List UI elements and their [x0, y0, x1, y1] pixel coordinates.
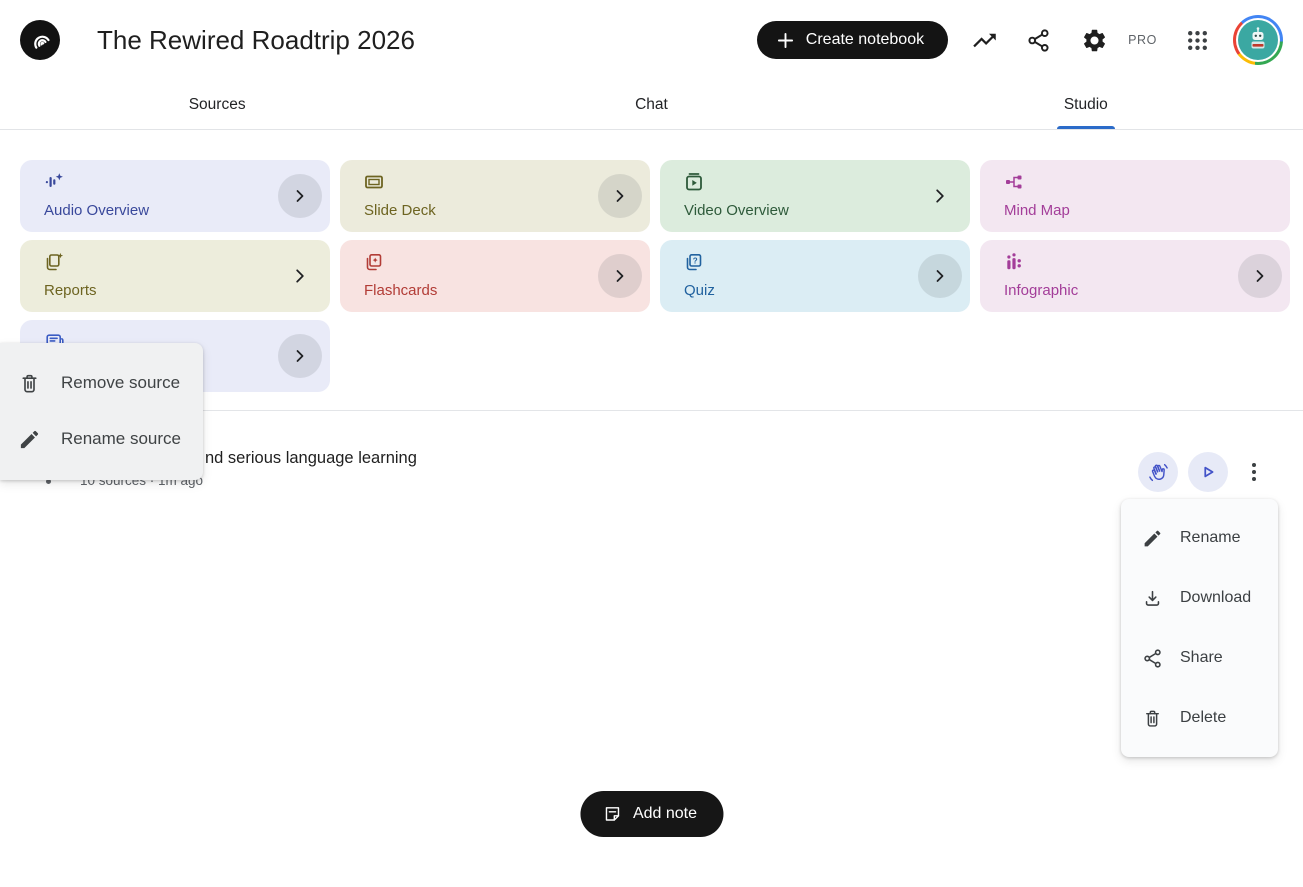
chevron-right-button[interactable] [278, 174, 322, 218]
settings-gear-icon [1081, 27, 1108, 54]
trash-icon [1142, 708, 1163, 729]
active-tab-underline [1056, 126, 1115, 129]
card-label: Slide Deck [364, 202, 436, 219]
card-label: Audio Overview [44, 202, 150, 219]
quiz-icon: ? [684, 252, 970, 272]
robot-avatar-image [1238, 20, 1278, 60]
card-slide-deck[interactable]: Slide Deck [340, 160, 650, 232]
studio-card-grid: Audio Overview Slide Deck [20, 160, 1290, 392]
slide-deck-icon [364, 172, 650, 192]
menu-item-remove-source[interactable]: Remove source [0, 355, 203, 411]
notebook-title[interactable]: The Rewired Roadtrip 2026 [97, 24, 415, 55]
audio-waveform-icon [44, 172, 330, 192]
trending-up-icon [971, 27, 998, 54]
apps-grid-icon [1185, 28, 1210, 53]
account-avatar[interactable] [1233, 15, 1283, 65]
chevron-right-button[interactable] [918, 254, 962, 298]
card-audio-overview[interactable]: Audio Overview [20, 160, 330, 232]
share-icon [1142, 648, 1163, 669]
share-icon [1026, 28, 1051, 53]
pencil-icon [1142, 528, 1163, 549]
output-item-title[interactable]: nd serious language learning [205, 449, 417, 467]
infographic-icon [1004, 252, 1290, 272]
panel-tabs: Sources Chat Studio [0, 80, 1303, 130]
tab-studio[interactable]: Studio [869, 80, 1303, 129]
create-notebook-button[interactable]: Create notebook [756, 21, 949, 59]
chevron-right-button[interactable] [290, 266, 310, 286]
chevron-right-button[interactable] [1238, 254, 1282, 298]
tab-studio-label: Studio [1063, 95, 1108, 113]
flashcards-icon [364, 252, 650, 272]
avatar-ring [1236, 18, 1280, 62]
card-label: Reports [44, 282, 97, 299]
section-divider [0, 410, 1303, 411]
interactive-mode-button[interactable] [1138, 452, 1178, 492]
card-label: Quiz [684, 282, 715, 299]
menu-item-label: Remove source [61, 373, 181, 392]
card-quiz[interactable]: ? Quiz [660, 240, 970, 312]
waving-hand-icon [1147, 461, 1170, 484]
more-options-button[interactable] [1234, 452, 1274, 492]
notebooklm-logo[interactable] [20, 20, 60, 60]
card-label: Mind Map [1004, 202, 1070, 219]
card-label: Video Overview [684, 202, 789, 219]
menu-item-share[interactable]: Share [1121, 628, 1278, 688]
card-mind-map[interactable]: Mind Map [980, 160, 1290, 232]
trash-icon [18, 372, 41, 395]
tab-chat[interactable]: Chat [434, 80, 868, 129]
more-vert-icon [1244, 460, 1264, 484]
header: The Rewired Roadtrip 2026 Create noteboo… [0, 0, 1303, 80]
chevron-right-button[interactable] [278, 334, 322, 378]
play-icon [1197, 461, 1219, 483]
analytics-button[interactable] [964, 20, 1004, 60]
card-infographic[interactable]: Infographic [980, 240, 1290, 312]
menu-item-rename[interactable]: Rename [1121, 508, 1278, 568]
mind-map-icon [1004, 172, 1290, 192]
create-notebook-label: Create notebook [805, 31, 925, 48]
video-overview-icon [684, 172, 970, 192]
pro-badge: PRO [1128, 33, 1157, 47]
card-video-overview[interactable]: Video Overview [660, 160, 970, 232]
tab-chat-label: Chat [635, 95, 668, 113]
menu-item-label: Rename source [61, 429, 182, 448]
share-button[interactable] [1018, 20, 1058, 60]
play-audio-button[interactable] [1188, 452, 1228, 492]
settings-button[interactable] [1074, 20, 1114, 60]
apps-grid-button[interactable] [1177, 20, 1217, 60]
download-icon [1142, 588, 1163, 609]
tab-sources-label: Sources [188, 95, 246, 113]
chevron-right-button[interactable] [598, 174, 642, 218]
chevron-right-button[interactable] [930, 186, 950, 206]
add-note-label: Add note [632, 805, 698, 822]
tab-sources[interactable]: Sources [0, 80, 434, 129]
menu-item-label: Download [1180, 589, 1252, 606]
chevron-right-button[interactable] [598, 254, 642, 298]
menu-item-download[interactable]: Download [1121, 568, 1278, 628]
menu-item-label: Delete [1180, 709, 1227, 726]
notebooklm-arcs-icon [27, 27, 53, 53]
card-flashcards[interactable]: Flashcards [340, 240, 650, 312]
plus-icon [777, 32, 794, 49]
menu-item-label: Share [1180, 649, 1223, 666]
menu-item-delete[interactable]: Delete [1121, 688, 1278, 748]
card-label: Flashcards [364, 282, 438, 299]
output-item-bullet [46, 479, 51, 484]
menu-item-label: Rename [1180, 529, 1241, 546]
reports-icon [44, 252, 330, 272]
output-context-menu: Rename Download Share [1121, 499, 1278, 757]
note-icon [602, 804, 622, 824]
card-label: Infographic [1004, 282, 1079, 299]
svg-text:?: ? [693, 257, 698, 266]
add-note-button[interactable]: Add note [579, 791, 724, 837]
menu-item-rename-source[interactable]: Rename source [0, 411, 203, 467]
source-context-menu: Remove source Rename source [0, 343, 203, 480]
pencil-icon [18, 428, 41, 451]
card-reports[interactable]: Reports [20, 240, 330, 312]
